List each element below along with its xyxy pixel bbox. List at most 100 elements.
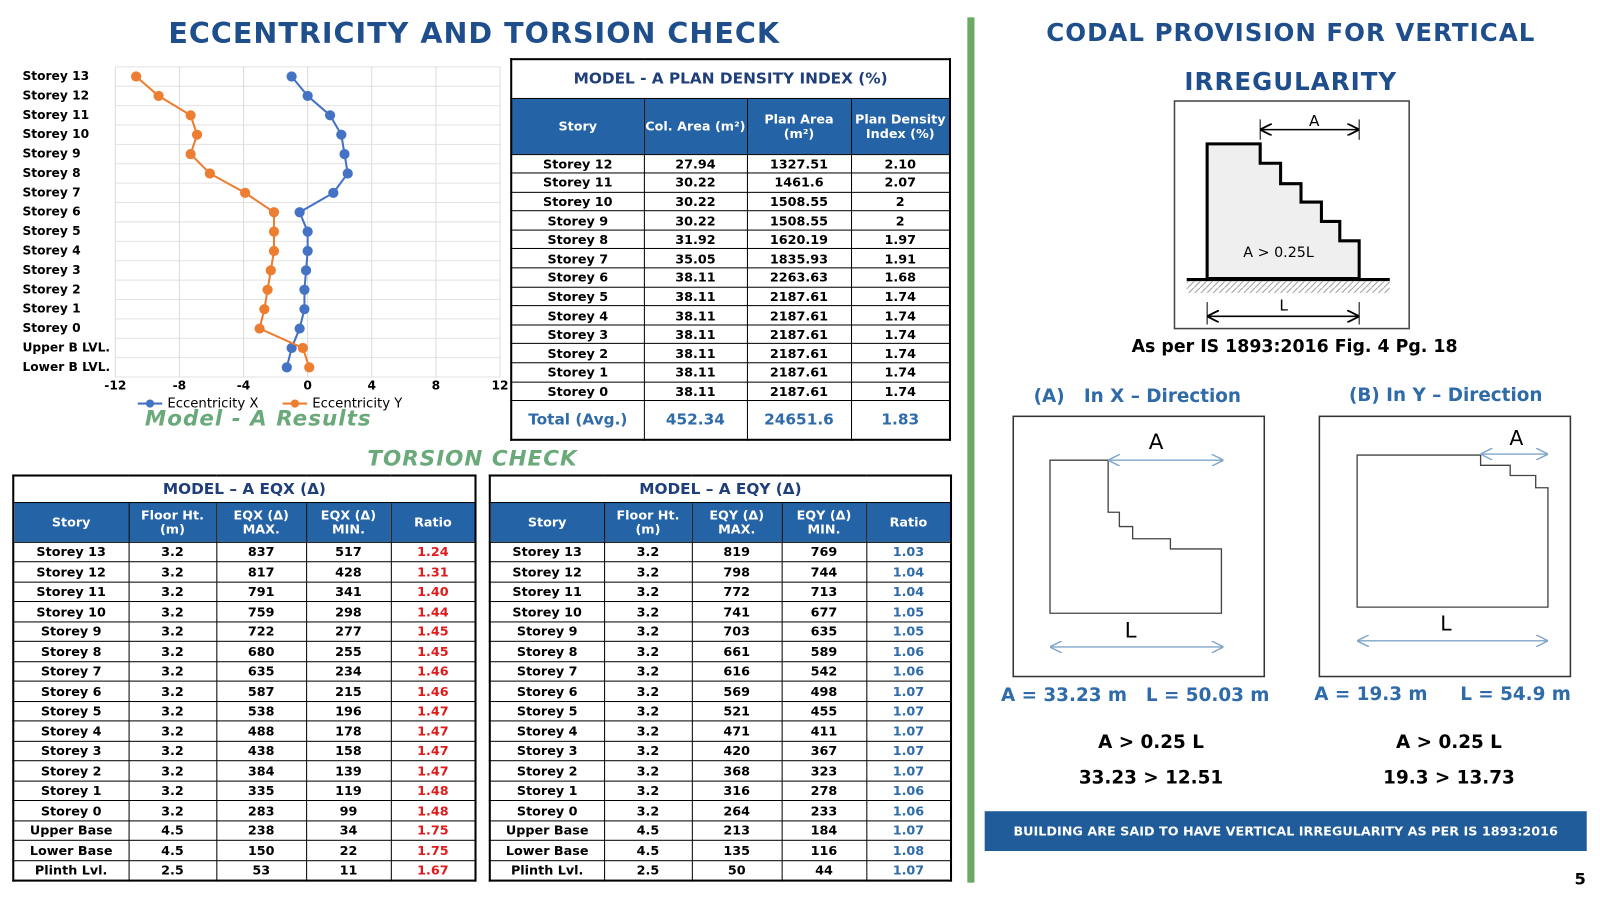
table-row: Storey 6 3.2 569 498 1.07 bbox=[489, 680, 952, 702]
x-plan-frame bbox=[1012, 415, 1266, 678]
data-point bbox=[299, 304, 310, 315]
table-cell: 150 bbox=[215, 839, 307, 861]
data-point bbox=[302, 90, 313, 102]
table-cell: 677 bbox=[781, 601, 867, 622]
table-cell: 1.74 bbox=[850, 343, 951, 364]
table-row: Storey 10 30.22 1508.55 2 bbox=[510, 191, 951, 212]
table-cell: 3.2 bbox=[128, 561, 217, 583]
column-header: Col. Area (m²) bbox=[643, 97, 748, 155]
legend-marker bbox=[290, 399, 299, 408]
y-category-label: Storey 7 bbox=[22, 185, 80, 199]
table-cell: 680 bbox=[215, 640, 307, 662]
table-cell: 3.2 bbox=[128, 660, 217, 682]
x-l-value: L = 50.03 m bbox=[1145, 684, 1270, 707]
x-tick-label: -4 bbox=[237, 379, 251, 393]
table-cell: 1.06 bbox=[865, 660, 952, 682]
chart: -12 -8 -4 0 4 8 12 Storey 13 Storey 12 Storey 11 S… bbox=[22, 66, 509, 412]
y-category-label: Storey 13 bbox=[22, 69, 89, 83]
table-cell: Storey 4 bbox=[489, 720, 605, 742]
table-row: Storey 4 3.2 471 411 1.07 bbox=[489, 720, 952, 742]
data-point bbox=[336, 129, 347, 140]
table-cell: 1508.55 bbox=[746, 191, 852, 212]
legend-marker bbox=[145, 399, 155, 408]
y-plan-l: L bbox=[1440, 611, 1452, 635]
y-l-value: L = 54.9 m bbox=[1460, 683, 1571, 706]
table-cell: 1327.51 bbox=[746, 153, 852, 174]
table-cell: 2.5 bbox=[128, 859, 217, 881]
table-cell: 4.5 bbox=[603, 839, 693, 861]
data-point bbox=[131, 71, 142, 82]
x-plan-l: L bbox=[1125, 619, 1137, 644]
table-row: Storey 5 3.2 521 455 1.07 bbox=[489, 700, 952, 722]
table-cell: 661 bbox=[691, 640, 783, 662]
data-point bbox=[342, 168, 353, 179]
table-cell: Storey 5 bbox=[12, 700, 130, 722]
y-plan-outline bbox=[1356, 454, 1549, 608]
column-header: Ratio bbox=[865, 501, 952, 543]
table-row: Storey 2 38.11 2187.61 1.74 bbox=[510, 343, 951, 364]
data-point bbox=[191, 129, 203, 140]
table-cell: Storey 0 bbox=[510, 381, 645, 402]
table-cell: 3.2 bbox=[128, 601, 217, 622]
y-category-label: Storey 4 bbox=[22, 244, 80, 258]
table-cell: Plinth Lvl. bbox=[489, 859, 605, 881]
data-point bbox=[304, 362, 315, 373]
table-cell: 819 bbox=[691, 541, 783, 563]
table-cell: 2187.61 bbox=[746, 324, 852, 345]
table-cell: Storey 6 bbox=[489, 680, 605, 702]
y-a-value: A = 19.3 m bbox=[1314, 683, 1428, 706]
header-row: Story Col. Area (m²) Plan Area (m²) Plan De… bbox=[510, 97, 951, 155]
table-cell: 3.2 bbox=[603, 800, 693, 821]
total-row: Total (Avg.) 452.34 24651.6 1.83 bbox=[510, 400, 951, 441]
data-point bbox=[300, 265, 312, 276]
table-cell: 139 bbox=[305, 760, 392, 782]
table-cell: 298 bbox=[305, 601, 392, 622]
table-cell: 744 bbox=[781, 561, 867, 583]
table-cell: 1.67 bbox=[390, 859, 477, 881]
figure-condition: A > 0.25L bbox=[1243, 245, 1314, 261]
table-row: Storey 6 3.2 587 215 1.46 bbox=[12, 680, 477, 702]
table-cell: 722 bbox=[215, 620, 307, 642]
table-cell: 2 bbox=[850, 191, 951, 212]
table-cell: Storey 8 bbox=[12, 640, 130, 662]
table-cell: 1.05 bbox=[865, 620, 952, 642]
y-category-label: Storey 11 bbox=[22, 108, 89, 122]
total-cell: 452.34 bbox=[643, 400, 748, 441]
table-cell: 2187.61 bbox=[746, 343, 852, 364]
table-cell: 1508.55 bbox=[746, 210, 852, 231]
table-cell: 278 bbox=[781, 780, 867, 802]
table-cell: 438 bbox=[215, 740, 307, 762]
table-cell: 1.07 bbox=[865, 720, 952, 742]
table-row: Storey 0 3.2 264 233 1.06 bbox=[489, 800, 952, 821]
table-cell: 2.5 bbox=[603, 859, 693, 881]
table-row: Storey 0 38.11 2187.61 1.74 bbox=[510, 381, 951, 402]
table-row: Storey 1 38.11 2187.61 1.74 bbox=[510, 362, 951, 383]
table-row: Upper Base 4.5 213 184 1.07 bbox=[489, 819, 952, 841]
total-cell: 1.83 bbox=[850, 400, 951, 441]
table-cell: 1.91 bbox=[850, 248, 951, 269]
table-row: Plinth Lvl. 2.5 50 44 1.07 bbox=[489, 859, 952, 881]
table-cell: Storey 5 bbox=[489, 700, 605, 722]
x-plan-a: A bbox=[1149, 430, 1164, 455]
table-cell: 3.2 bbox=[603, 601, 693, 622]
column-header: Ratio bbox=[390, 501, 477, 543]
total-cell: 24651.6 bbox=[746, 400, 852, 441]
table-cell: 1.07 bbox=[865, 740, 952, 762]
table-cell: 1.31 bbox=[390, 561, 477, 583]
table-row: Lower Base 4.5 135 116 1.08 bbox=[489, 839, 952, 861]
table-cell: 471 bbox=[691, 720, 783, 742]
x-tick-label: 12 bbox=[491, 379, 508, 393]
header-row: Story Floor Ht. (m) EQX (Δ) MAX. EQX (Δ) MI… bbox=[12, 501, 477, 543]
table-cell: 3.2 bbox=[603, 561, 693, 583]
table-cell: 53 bbox=[215, 859, 307, 881]
table-cell: 3.2 bbox=[603, 700, 693, 722]
table-cell: 158 bbox=[305, 740, 392, 762]
table-cell: 1.07 bbox=[865, 859, 952, 881]
table-cell: 2187.61 bbox=[746, 286, 852, 307]
table-cell: Storey 11 bbox=[510, 172, 645, 193]
table-cell: 703 bbox=[691, 620, 783, 642]
table-cell: 1.74 bbox=[850, 362, 951, 383]
table-cell: 2187.61 bbox=[746, 381, 852, 402]
chart-caption: Model - A Results bbox=[144, 406, 372, 431]
